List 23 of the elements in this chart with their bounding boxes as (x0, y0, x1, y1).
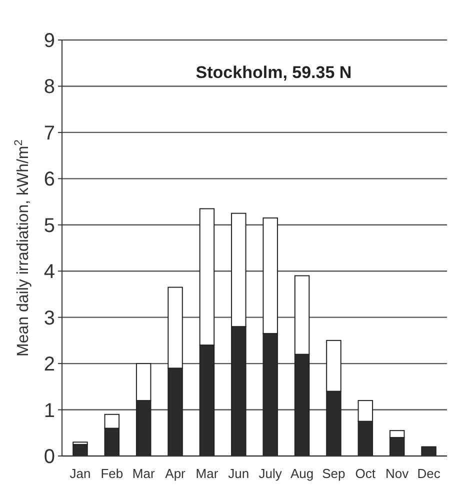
x-tick-label: Jun (228, 466, 250, 481)
x-tick-label: Jan (70, 466, 91, 481)
y-tick-label: 5 (44, 214, 55, 237)
x-tick-label: Oct (355, 466, 376, 481)
x-tick-label: Feb (100, 466, 124, 481)
x-tick-label: Mar (132, 466, 156, 481)
y-tick-label: 3 (44, 307, 55, 330)
y-tick-label: 8 (44, 76, 55, 98)
y-tick-label: 2 (44, 354, 55, 376)
x-tick-label: Mar (196, 466, 219, 481)
y-tick-label: 6 (44, 168, 55, 191)
y-tick-label: 7 (44, 122, 55, 144)
y-tick-label: 9 (44, 30, 55, 52)
x-tick-label: Aug (290, 466, 314, 481)
y-tick-label: 4 (44, 261, 55, 284)
x-tick-label: July (258, 466, 282, 481)
y-tick-label: 0 (44, 446, 55, 468)
text: Stockholm, 59.35 N (196, 63, 352, 82)
y-tick-label: 1 (44, 400, 55, 422)
x-tick-label: Sep (322, 466, 346, 481)
x-tick-label: Apr (165, 466, 186, 481)
x-tick-label: Nov (386, 466, 410, 481)
x-tick-label: Dec (417, 466, 441, 481)
